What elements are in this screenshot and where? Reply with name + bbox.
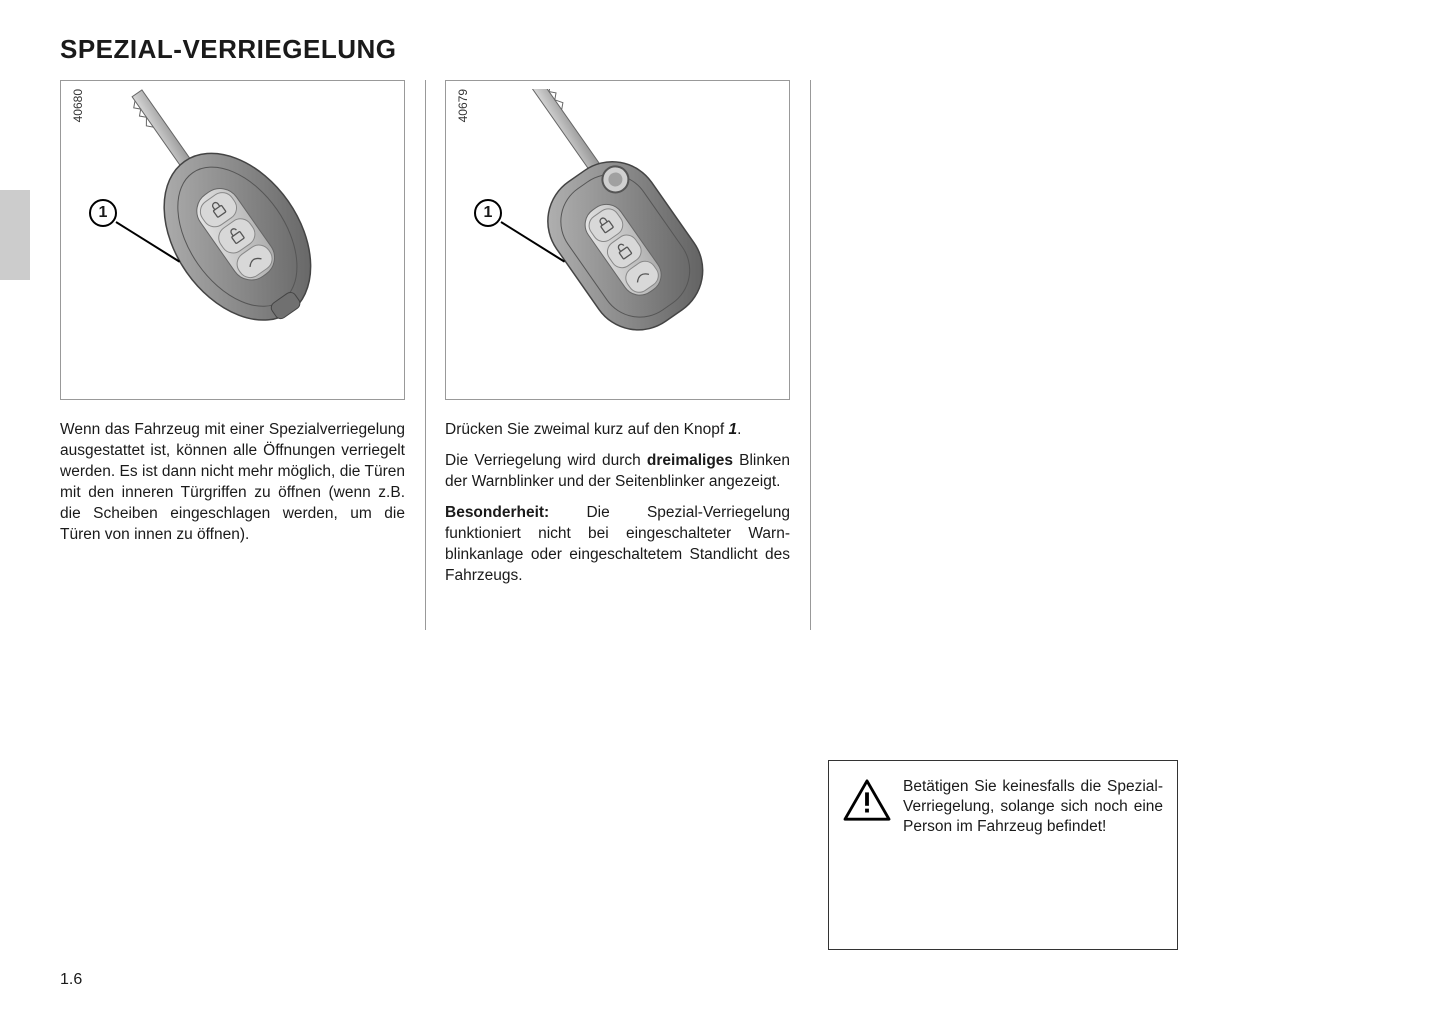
col2-p3: Besonderheit: Die Spezial-Verriegelung f… bbox=[445, 503, 790, 587]
col2-p1: Drücken Sie zweimal kurz auf den Knopf 1… bbox=[445, 420, 790, 441]
col2-p2: Die Verriegelung wird durch dreimaliges … bbox=[445, 451, 790, 493]
figure-2: 40679 bbox=[445, 80, 790, 400]
column-2-text: Drücken Sie zweimal kurz auf den Knopf 1… bbox=[445, 420, 790, 596]
side-tab bbox=[0, 190, 30, 280]
figure-1: 40680 bbox=[60, 80, 405, 400]
warning-icon bbox=[843, 779, 891, 823]
column-separator-2 bbox=[810, 80, 811, 630]
figure-2-code: 40679 bbox=[456, 89, 470, 122]
callout-2: 1 bbox=[474, 199, 502, 227]
callout-1: 1 bbox=[89, 199, 117, 227]
figure-1-code: 40680 bbox=[71, 89, 85, 122]
callout-1-label: 1 bbox=[89, 199, 117, 227]
manual-page: SPEZIAL-VERRIEGELUNG 40680 bbox=[0, 0, 1445, 1019]
page-number: 1.6 bbox=[60, 971, 82, 989]
warning-text: Betätigen Sie keinesfalls die Spezial-Ve… bbox=[903, 777, 1163, 837]
page-title: SPEZIAL-VERRIEGELUNG bbox=[60, 34, 396, 65]
column-1-text: Wenn das Fahrzeug mit einer Spezialver­r… bbox=[60, 420, 405, 546]
col1-p1: Wenn das Fahrzeug mit einer Spezialver­r… bbox=[60, 420, 405, 546]
callout-2-label: 1 bbox=[474, 199, 502, 227]
warning-box: Betätigen Sie keinesfalls die Spezial-Ve… bbox=[828, 760, 1178, 950]
column-separator-1 bbox=[425, 80, 426, 630]
